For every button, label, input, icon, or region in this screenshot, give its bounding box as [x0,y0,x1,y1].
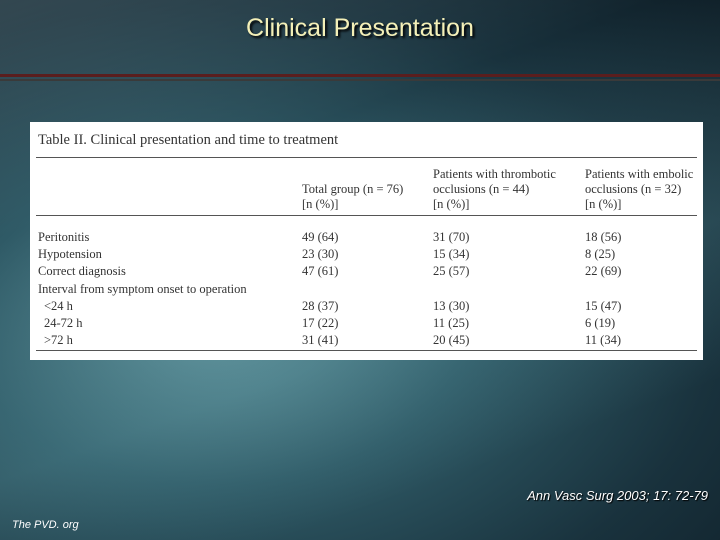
slide-title: Clinical Presentation [246,14,474,42]
row-label: Correct diagnosis [38,264,126,279]
cell-value: 13 (30) [433,298,470,313]
row-label: Hypotension [38,247,102,262]
cell-value: 31 (70) [433,230,470,244]
footer: The PVD. org [12,519,79,531]
cell-value: 47 (61) [302,264,339,279]
cell-value: 6 (19) [585,316,616,330]
row-label: <24 h [44,298,73,313]
cell-value: 17 (22) [302,316,339,330]
column-header: occlusions (n = 32) [585,182,682,196]
row-label: Peritonitis [38,230,90,244]
citation: Ann Vasc Surg 2003; 17: 72-79 [527,488,708,503]
cell-value: 20 (45) [433,333,470,348]
rule-line [36,350,697,351]
row-label: Interval from symptom onset to operation [38,281,247,296]
cell-value: 22 (69) [585,264,622,279]
rule-line [36,157,697,158]
cell-value: 23 (30) [302,247,339,262]
cell-value: 11 (25) [433,316,469,330]
cell-value: 11 (34) [585,333,621,348]
column-header: occlusions (n = 44) [433,182,530,196]
row-label: 24-72 h [44,316,83,330]
divider [0,79,720,81]
table-caption: Table II. Clinical presentation and time… [38,132,339,148]
column-header: Total group (n = 76) [302,182,404,196]
cell-value: 8 (25) [585,247,616,262]
cell-value: 31 (41) [302,333,339,348]
cell-value: 15 (47) [585,298,622,313]
column-header: Patients with thrombotic [433,167,556,181]
cell-value: 18 (56) [585,230,622,244]
rule-line [36,215,697,216]
table: Table II. Clinical presentation and time… [30,122,703,360]
column-header: [n (%)] [302,197,339,211]
row-label: >72 h [44,333,73,348]
column-header: [n (%)] [433,197,470,211]
cell-value: 15 (34) [433,247,470,262]
cell-value: 49 (64) [302,230,339,244]
column-header: [n (%)] [585,197,622,211]
cell-value: 25 (57) [433,264,470,279]
divider [0,74,720,77]
cell-value: 28 (37) [302,298,339,313]
column-header: Patients with embolic [585,167,694,181]
